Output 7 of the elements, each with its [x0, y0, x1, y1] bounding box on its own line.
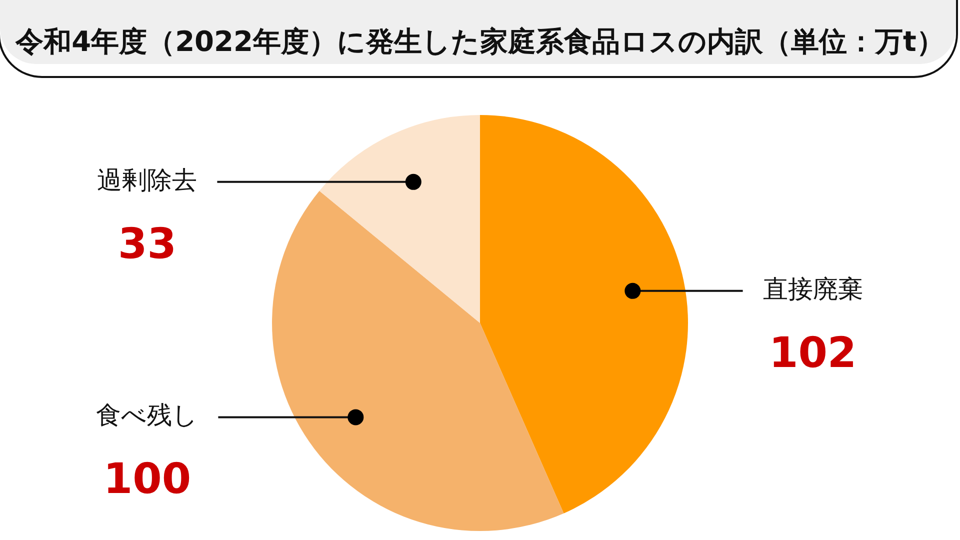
- slice-label: 食べ残し: [96, 400, 198, 430]
- data-label: 102: [768, 328, 857, 377]
- slice-label: 直接廃棄: [762, 274, 863, 304]
- data-label: 100: [103, 454, 192, 504]
- data-label: 33: [118, 218, 176, 268]
- slice-label: 過剰除去: [97, 165, 198, 194]
- chart-title: 令和4年度（2022年度）に発生した家庭系食品ロスの内訳（単位：万t）: [14, 24, 946, 60]
